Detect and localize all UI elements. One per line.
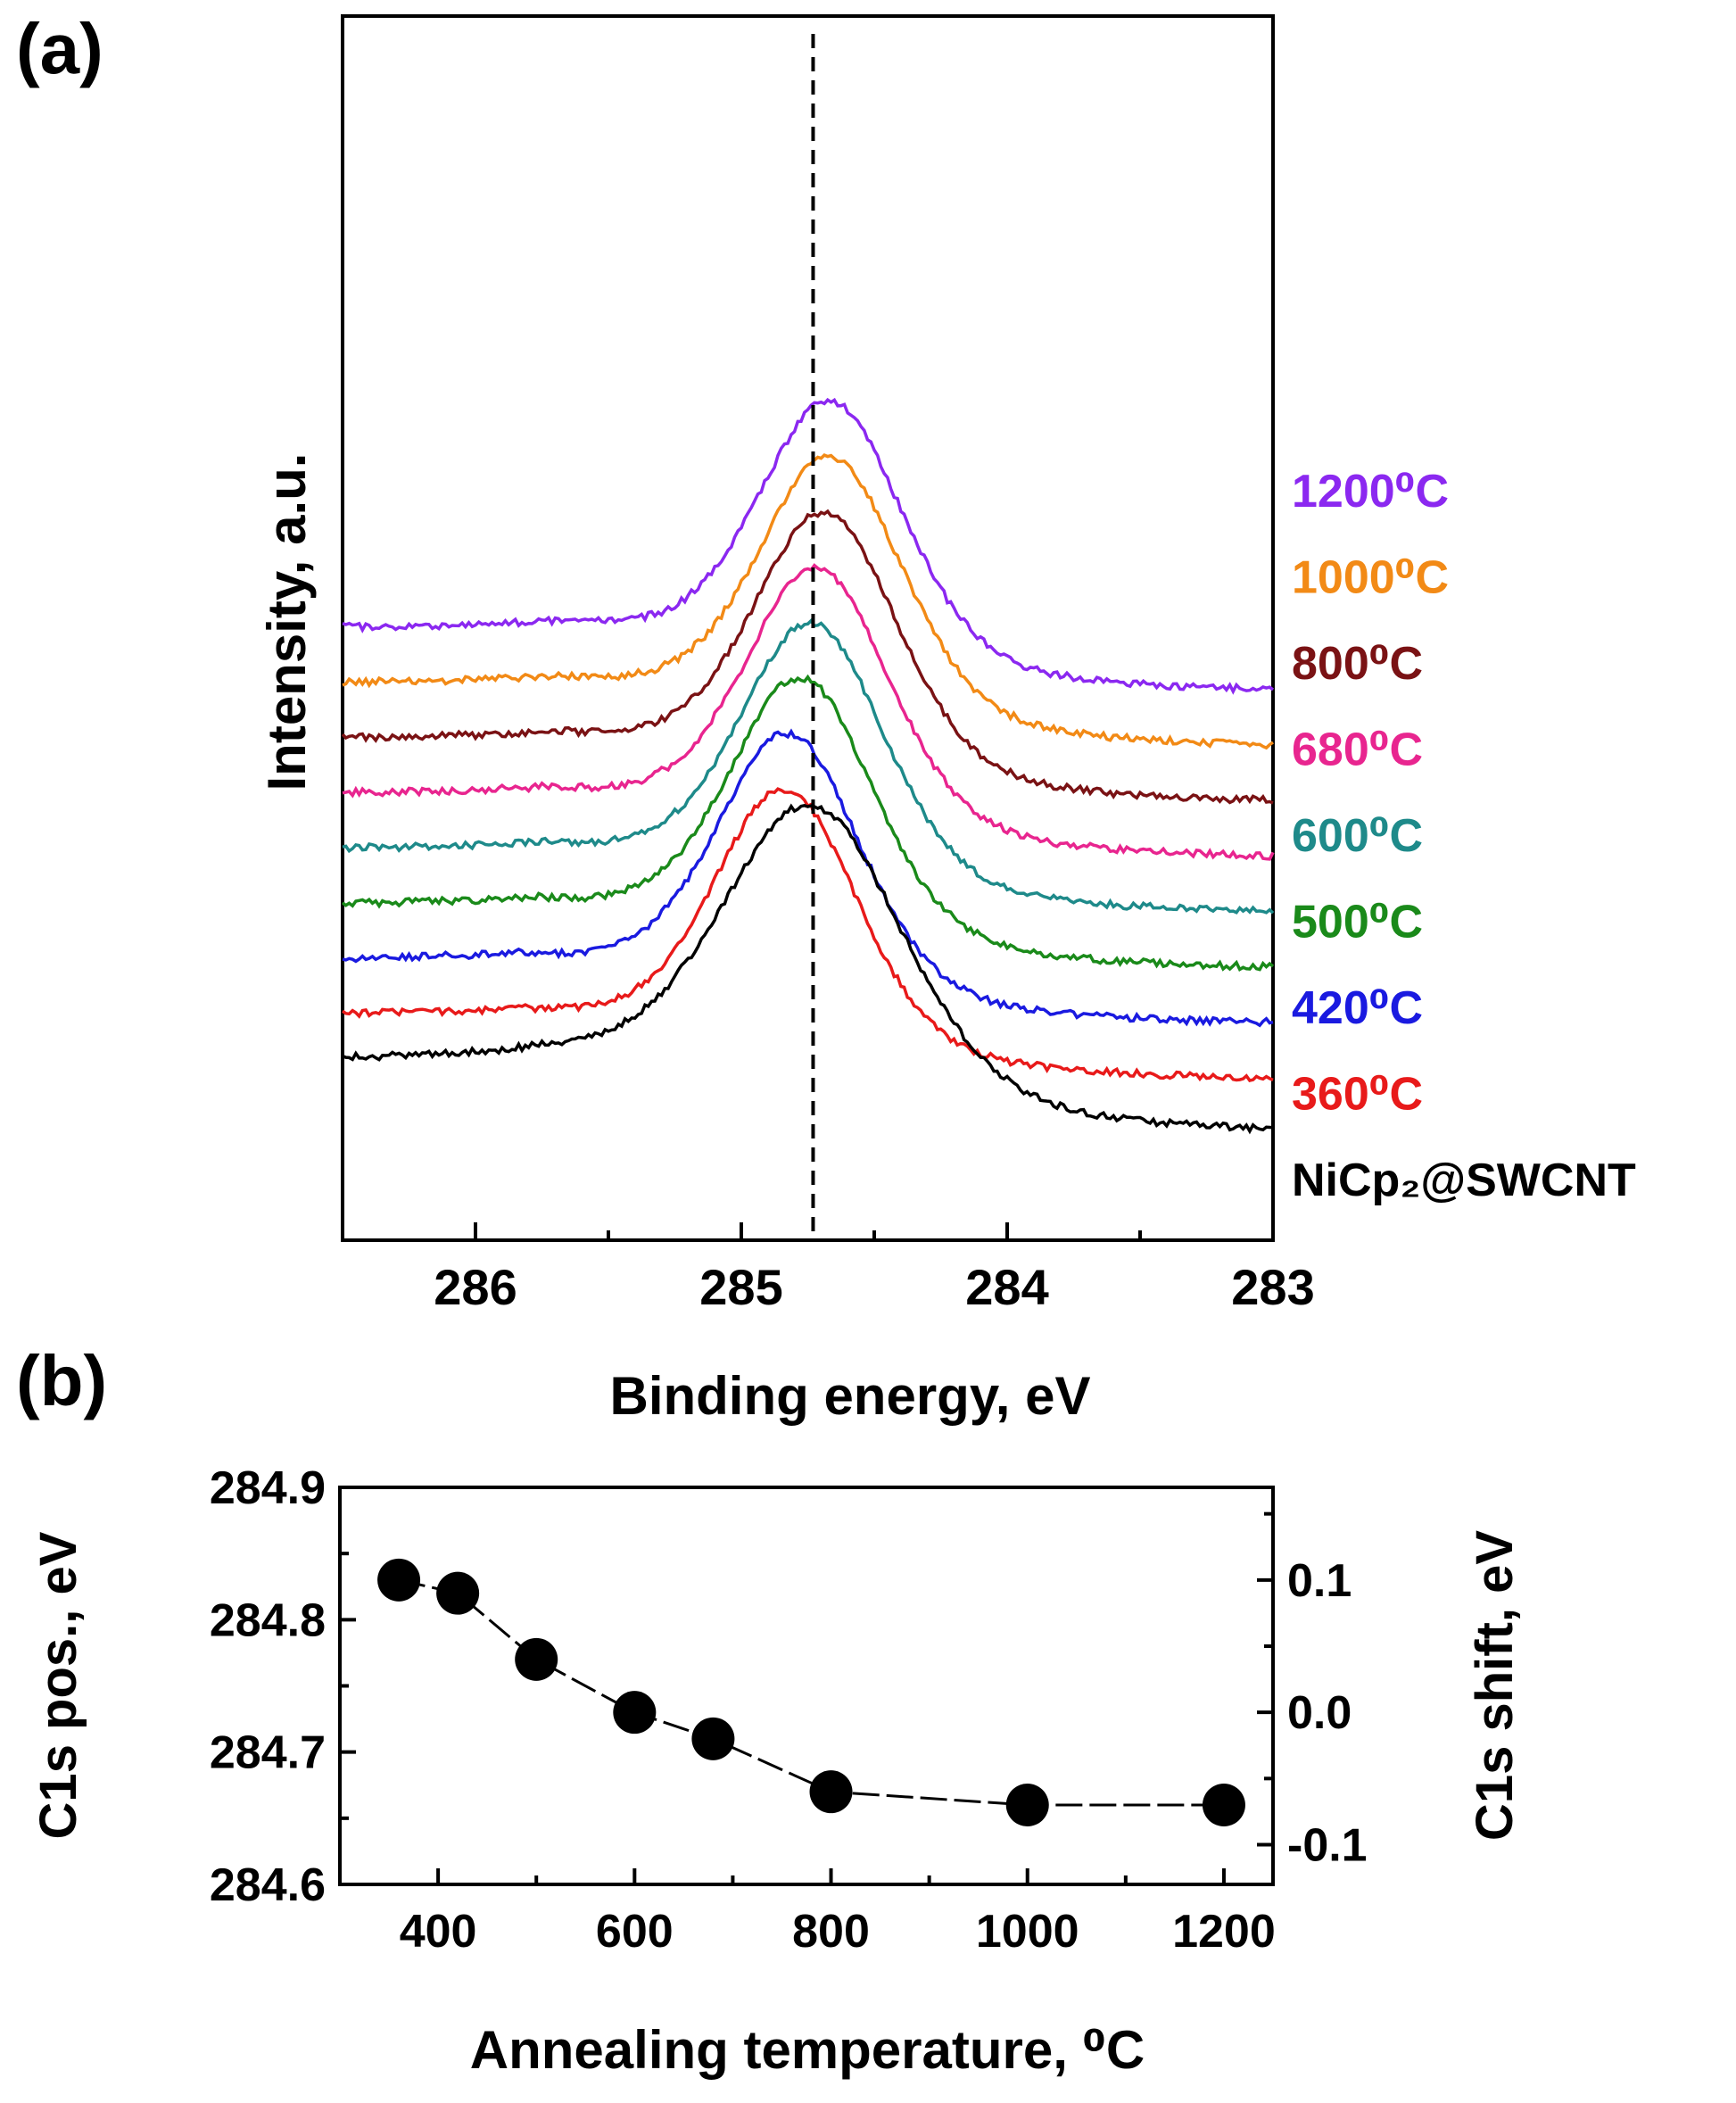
series-line (342, 728, 1274, 1028)
data-point (1005, 1784, 1049, 1826)
series-label: 600⁰C (1292, 810, 1423, 862)
panel-a-x-ticks: 286 285 284 283 (341, 1222, 1315, 1315)
panel-a-frame (341, 14, 1275, 1242)
y-tick-label: 284.9 (210, 1462, 326, 1514)
x-tick-label: 800 (792, 1906, 870, 1958)
series-line (342, 397, 1275, 695)
x-tick-label: 1000 (976, 1906, 1079, 1958)
series-line (342, 563, 1275, 861)
x-tick-label: 1200 (1172, 1906, 1276, 1958)
series-line (341, 509, 1274, 805)
data-point (377, 1558, 421, 1602)
data-point (613, 1691, 657, 1735)
series-line (342, 453, 1275, 750)
x-tick-label: 400 (400, 1906, 477, 1958)
panel-b-frame (338, 1486, 1275, 1886)
panel-b-label: (b) (16, 1341, 107, 1420)
series-line (341, 674, 1275, 972)
series-label: 420⁰C (1292, 982, 1423, 1034)
series-label: NiCp₂@SWCNT (1292, 1155, 1636, 1206)
x-tick-label: 286 (434, 1259, 517, 1315)
data-point (436, 1571, 480, 1615)
series-label: 360⁰C (1292, 1069, 1423, 1121)
series-label: 680⁰C (1292, 724, 1423, 776)
series-label: 1200⁰C (1292, 466, 1449, 517)
y-tick-label: 284.7 (210, 1727, 326, 1779)
series-line (341, 787, 1274, 1082)
panel-a-x-axis-label: Binding energy, eV (610, 1366, 1091, 1426)
series-label: 500⁰C (1292, 897, 1423, 948)
data-point (809, 1770, 853, 1814)
panel-a-curves (341, 397, 1275, 1135)
data-point (515, 1637, 558, 1681)
data-point (691, 1717, 735, 1760)
panel-b-left-y-axis-label: C1s pos., eV (29, 1531, 87, 1839)
panel-b-ticks: 400 600 800 1000 1200 284.6 284.7 284.8 284.9 -0.… (210, 1462, 1368, 1958)
panel-b-right-y-axis-label: C1s shift, eV (1466, 1530, 1524, 1841)
panel-a-plot: 286 285 284 283 1200⁰C 1000⁰C 800⁰C 680⁰C 600⁰C… (257, 14, 1636, 1426)
panel-b-series (377, 1558, 1245, 1826)
series-line (398, 1578, 1224, 1807)
right-y-tick-label: 0.0 (1287, 1687, 1352, 1739)
series-line (342, 803, 1274, 1135)
right-y-tick-label: 0.1 (1287, 1555, 1352, 1607)
x-tick-label: 600 (596, 1906, 674, 1958)
panel-a-series-labels: 1200⁰C 1000⁰C 800⁰C 680⁰C 600⁰C 500⁰C 420⁰C 360… (1292, 466, 1636, 1206)
series-label: 1000⁰C (1292, 552, 1449, 604)
x-tick-label: 283 (1231, 1259, 1314, 1315)
series-line (342, 617, 1275, 915)
y-tick-label: 284.8 (210, 1594, 326, 1646)
panel-a-label: (a) (16, 9, 103, 88)
panel-b-x-axis-label: Annealing temperature, ⁰C (470, 2020, 1145, 2080)
series-label: 800⁰C (1292, 638, 1423, 690)
panel-a-y-axis-label: Intensity, a.u. (257, 453, 317, 791)
y-tick-label: 284.6 (210, 1859, 326, 1911)
x-tick-label: 284 (965, 1259, 1048, 1315)
x-tick-label: 285 (699, 1259, 782, 1315)
data-point (1202, 1784, 1245, 1826)
right-y-tick-label: -0.1 (1287, 1820, 1368, 1872)
panel-b-plot: 400 600 800 1000 1200 284.6 284.7 284.8 284.9 -0.… (29, 1462, 1524, 2080)
